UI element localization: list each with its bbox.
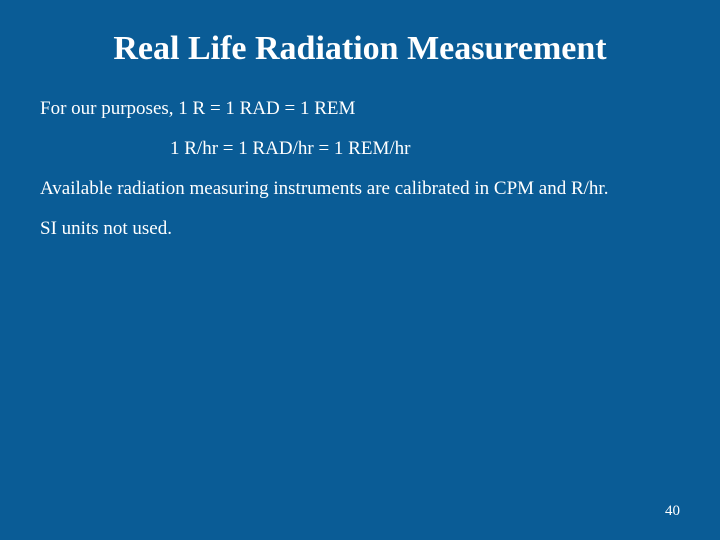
body-line-2: 1 R/hr = 1 RAD/hr = 1 REM/hr bbox=[40, 138, 680, 160]
body-line-1: For our purposes, 1 R = 1 RAD = 1 REM bbox=[40, 98, 680, 120]
page-number: 40 bbox=[665, 503, 680, 520]
body-line-4: SI units not used. bbox=[40, 218, 680, 240]
body-line-3: Available radiation measuring instrument… bbox=[40, 178, 680, 200]
slide-container: Real Life Radiation Measurement For our … bbox=[0, 0, 720, 540]
slide-title: Real Life Radiation Measurement bbox=[40, 30, 680, 68]
